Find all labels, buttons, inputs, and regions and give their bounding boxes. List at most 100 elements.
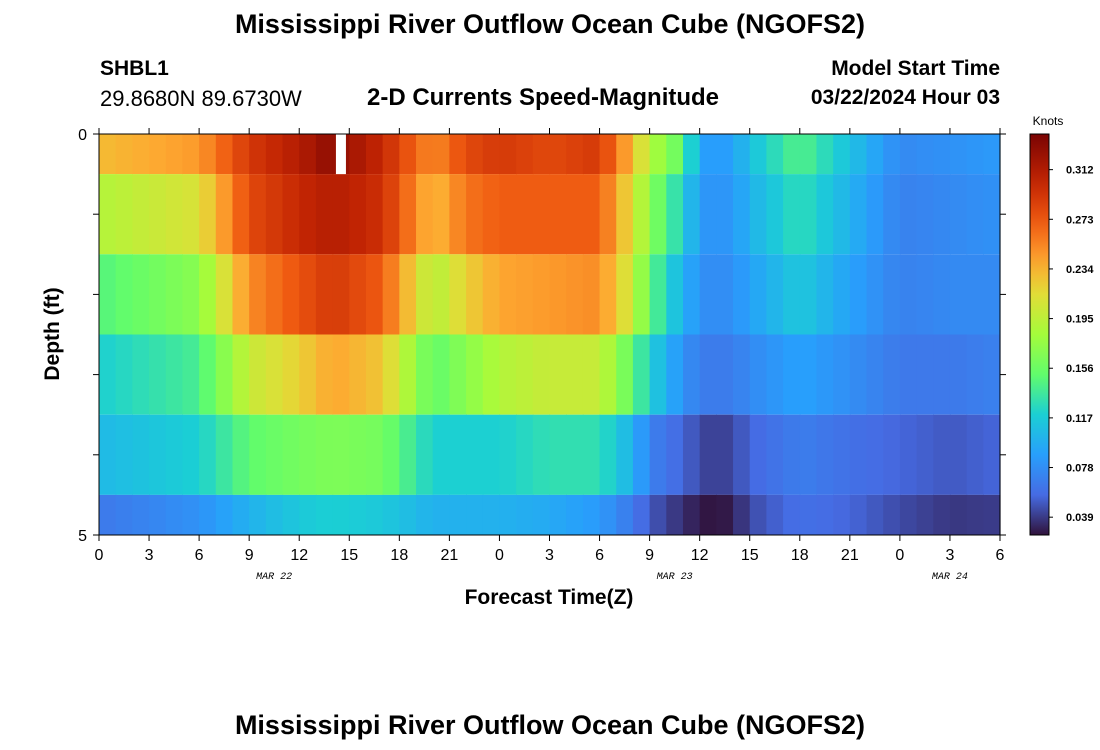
heatmap-cell: [499, 334, 517, 415]
heatmap-cell: [99, 134, 117, 175]
heatmap-cell: [716, 334, 734, 415]
heatmap-cell: [282, 334, 300, 415]
heatmap-cell: [933, 254, 951, 335]
heatmap-cell: [432, 414, 450, 495]
heatmap-cell: [199, 414, 217, 495]
heatmap-cell: [232, 134, 250, 175]
heatmap-cell: [949, 174, 968, 255]
heatmap-cell: [816, 414, 834, 495]
heatmap-cell: [315, 174, 334, 255]
heatmap-cell: [833, 414, 851, 495]
heatmap-cell: [933, 414, 951, 495]
main-title: Mississippi River Outflow Ocean Cube (NG…: [234, 9, 866, 39]
heatmap-cell: [632, 174, 651, 255]
x-tick-label: 15: [741, 547, 759, 564]
heatmap-cell: [966, 254, 984, 335]
heatmap-cell: [282, 174, 300, 255]
heatmap-cell: [115, 174, 133, 255]
heatmap-cell: [666, 254, 684, 335]
heatmap-cell: [132, 334, 150, 415]
heatmap-cell: [816, 174, 834, 255]
heatmap-cell: [315, 134, 334, 175]
heatmap-cell: [115, 254, 133, 335]
heatmap-cell: [215, 134, 234, 175]
heatmap-cell: [349, 254, 367, 335]
heatmap-cell: [966, 134, 984, 175]
heatmap-cell: [949, 254, 968, 335]
x-date-label: MAR 22: [256, 572, 292, 583]
heatmap-cell: [616, 174, 634, 255]
heatmap-cell: [99, 334, 117, 415]
heatmap-cell: [132, 254, 150, 335]
heatmap-cell: [833, 334, 851, 415]
heatmap-cell: [99, 254, 117, 335]
heatmap-cell: [382, 414, 400, 495]
heatmap-cell: [699, 414, 717, 495]
heatmap-cell: [966, 414, 984, 495]
heatmap-cell: [899, 494, 918, 535]
heatmap-cell: [599, 334, 617, 415]
heatmap-cell: [949, 334, 968, 415]
heatmap-cell: [883, 254, 901, 335]
heatmap-cell: [632, 494, 651, 535]
heatmap-cell: [733, 414, 751, 495]
heatmap-cell: [466, 174, 484, 255]
heatmap-cell: [582, 174, 601, 255]
heatmap-cell: [849, 334, 868, 415]
heatmap-cell: [599, 134, 617, 175]
heatmap-cell: [566, 414, 584, 495]
heatmap-cell: [265, 414, 284, 495]
heatmap-cell: [933, 134, 951, 175]
heatmap-cell: [149, 254, 167, 335]
heatmap-cell: [482, 134, 501, 175]
heatmap-cell: [115, 414, 133, 495]
heatmap-cell: [516, 414, 534, 495]
heatmap-cell: [632, 254, 651, 335]
heatmap-cell: [783, 254, 801, 335]
heatmap-cell: [416, 174, 434, 255]
heatmap-cell: [265, 134, 284, 175]
heatmap-cell: [616, 334, 634, 415]
heatmap-cell: [866, 494, 884, 535]
x-tick-label: 0: [895, 547, 904, 564]
heatmap-cell: [249, 134, 267, 175]
heatmap-cell: [733, 334, 751, 415]
heatmap-cell: [733, 134, 751, 175]
heatmap-cell: [699, 494, 717, 535]
heatmap-cell: [983, 254, 1001, 335]
heatmap-cell: [149, 334, 167, 415]
heatmap-cell: [499, 414, 517, 495]
heatmap-cell: [382, 254, 400, 335]
heatmap-cell: [616, 414, 634, 495]
heatmap-cell: [482, 414, 501, 495]
heatmap-cell: [682, 134, 701, 175]
x-tick-label: 6: [996, 547, 1005, 564]
colorbar-tick-label: 0.078: [1066, 463, 1094, 475]
heatmap-cell: [949, 494, 968, 535]
heatmap-cell: [766, 334, 784, 415]
heatmap-cell: [916, 414, 934, 495]
heatmap-cell: [482, 174, 501, 255]
heatmap-cell: [516, 334, 534, 415]
heatmap-cell: [549, 494, 567, 535]
missing-data-cell: [335, 134, 346, 175]
heatmap-cell: [315, 414, 334, 495]
heatmap-cell: [666, 174, 684, 255]
heatmap-cell: [399, 134, 417, 175]
heatmap-cell: [616, 494, 634, 535]
heatmap-cell: [649, 134, 667, 175]
heatmap-cell: [149, 134, 167, 175]
heatmap-cell: [616, 254, 634, 335]
heatmap-cell: [849, 254, 868, 335]
colorbar-gradient: [1029, 133, 1050, 536]
heatmap-cell: [332, 174, 350, 255]
heatmap-cell: [582, 134, 601, 175]
heatmap-cell: [265, 494, 284, 535]
heatmap-cell: [349, 414, 367, 495]
colorbar-tick-label: 0.117: [1066, 413, 1093, 425]
heatmap-cell: [899, 174, 918, 255]
heatmap-cell: [649, 174, 667, 255]
heatmap-cell: [199, 174, 217, 255]
heatmap-cell: [449, 414, 467, 495]
heatmap-cell: [182, 254, 200, 335]
